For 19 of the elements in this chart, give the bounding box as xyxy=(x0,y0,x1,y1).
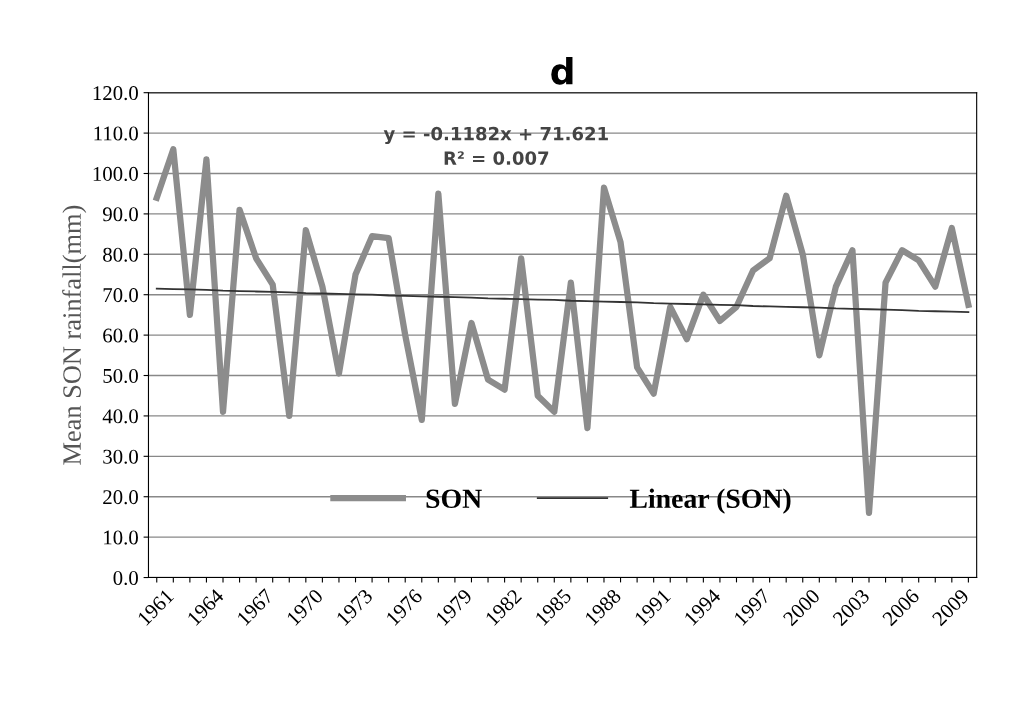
y-tick-label: 10.0 xyxy=(104,530,138,545)
y-tick-label: 30.0 xyxy=(103,449,138,464)
y-tick-label: 0.0 xyxy=(113,570,138,586)
y-tick-label: 40.0 xyxy=(102,409,138,424)
y-tick-label: 90.0 xyxy=(102,207,138,222)
y-tick-label: 50.0 xyxy=(103,368,138,384)
chart-title: d xyxy=(551,56,573,85)
y-tick-label: 60.0 xyxy=(103,328,138,343)
y-tick-label: 120.0 xyxy=(93,86,138,101)
y-tick-label: 100.0 xyxy=(93,166,138,182)
legend-label: SON xyxy=(426,489,482,509)
y-tick-label: 110.0 xyxy=(94,126,138,141)
y-axis-title: Mean SON rainfall(mm) xyxy=(62,205,87,465)
y-tick-label: 20.0 xyxy=(103,490,138,505)
line-series xyxy=(155,287,970,313)
annotation: y = -0.1182x + 71.621 R² = 0.007 xyxy=(383,126,608,165)
y-tick-label: 70.0 xyxy=(103,288,138,303)
y-tick-label: 80.0 xyxy=(103,247,138,262)
legend-label: Linear (SON) xyxy=(629,488,791,514)
